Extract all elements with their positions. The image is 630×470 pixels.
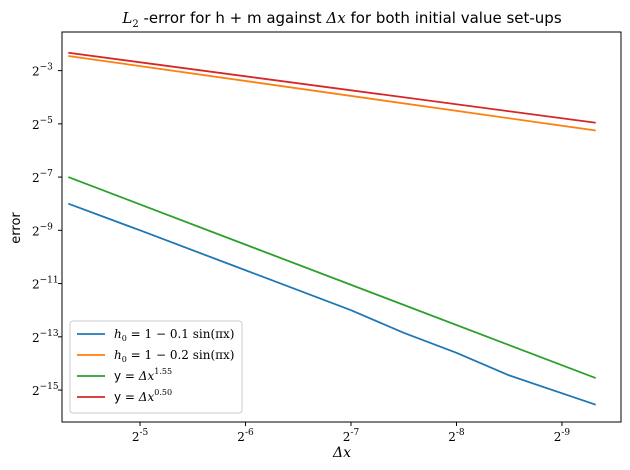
- x-axis: 2-5 2-6 2-7 2-8 2-9: [132, 422, 571, 444]
- x-tick-label: 2-5: [132, 428, 149, 444]
- series-line-1: [68, 202, 596, 406]
- x-tick-label: 2-6: [237, 428, 254, 444]
- series-layer: [68, 51, 597, 406]
- y-tick-label: 2−13: [32, 329, 59, 345]
- x-tick-label: 2-7: [343, 428, 360, 444]
- y-tick-label: 2−5: [32, 116, 53, 132]
- legend-label-3: y = Δx1.55: [114, 367, 172, 383]
- y-axis: 2−3 2−5 2−7 2−9 2−11 2−13 2−15: [32, 63, 62, 398]
- series-line-4: [68, 51, 596, 124]
- y-tick-label: 2−3: [32, 63, 53, 79]
- legend-label-4: y = Δx0.50: [114, 388, 172, 404]
- x-tick-label: 2-8: [448, 428, 465, 444]
- legend-label-1: h0 = 1 − 0.1 sin(πx): [114, 327, 234, 343]
- title-text-middle: -error for h + m against: [139, 9, 327, 27]
- y-tick-label: 2−11: [32, 276, 59, 292]
- series-line-3: [68, 176, 597, 379]
- x-axis-label: Δx: [332, 445, 351, 461]
- title-l-subscript: 2: [132, 19, 138, 30]
- y-axis-label: error: [9, 212, 24, 244]
- title-l-symbol: L: [121, 9, 132, 27]
- title-text-end: for both initial value set-ups: [346, 9, 562, 27]
- x-tick-label: 2-9: [554, 428, 571, 444]
- y-tick-label: 2−15: [32, 382, 59, 398]
- legend-box: [69, 320, 243, 414]
- legend-label-2: h0 = 1 − 0.2 sin(πx): [114, 348, 234, 364]
- legend: h0 = 1 − 0.1 sin(πx) h0 = 1 − 0.2 sin(πx)…: [69, 320, 243, 414]
- y-tick-label: 2−9: [32, 222, 53, 238]
- plot-frame: [61, 31, 622, 423]
- chart-title: L2 -error for h + m against Δx for both …: [121, 9, 561, 30]
- series-line-2: [68, 55, 596, 132]
- y-tick-label: 2−7: [32, 169, 53, 185]
- title-dx: Δx: [325, 9, 346, 27]
